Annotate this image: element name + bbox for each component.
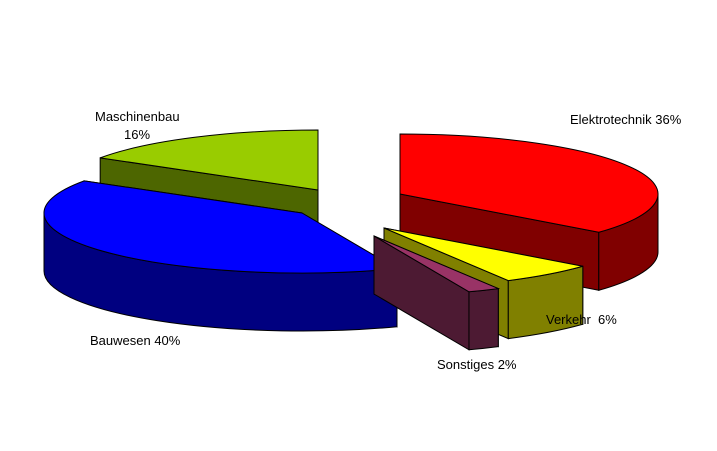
label-maschinenbau-name: Maschinenbau — [95, 109, 180, 124]
slice-elektrotechnik — [399, 133, 659, 291]
slice-maschinenbau-top — [99, 129, 319, 191]
slices-layer — [43, 129, 659, 351]
label-bauwesen: Bauwesen 40% — [90, 333, 181, 348]
label-maschinenbau-percent: 16% — [124, 127, 150, 142]
slice-bauwesen-top — [43, 180, 399, 274]
slice-elektrotechnik-top — [399, 133, 659, 233]
label-elektrotechnik: Elektrotechnik 36% — [570, 112, 682, 127]
slice-sonstiges-outer-wall-0 — [468, 288, 499, 351]
slice-sonstiges-top — [373, 235, 501, 293]
slice-sonstiges — [373, 235, 501, 351]
labels-layer: Elektrotechnik 36% Verkehr 6% Sonstiges … — [90, 109, 682, 372]
slice-bauwesen — [43, 180, 399, 332]
slice-verkehr-top — [383, 227, 583, 282]
label-sonstiges: Sonstiges 2% — [437, 357, 517, 372]
label-verkehr: Verkehr 6% — [546, 312, 617, 327]
